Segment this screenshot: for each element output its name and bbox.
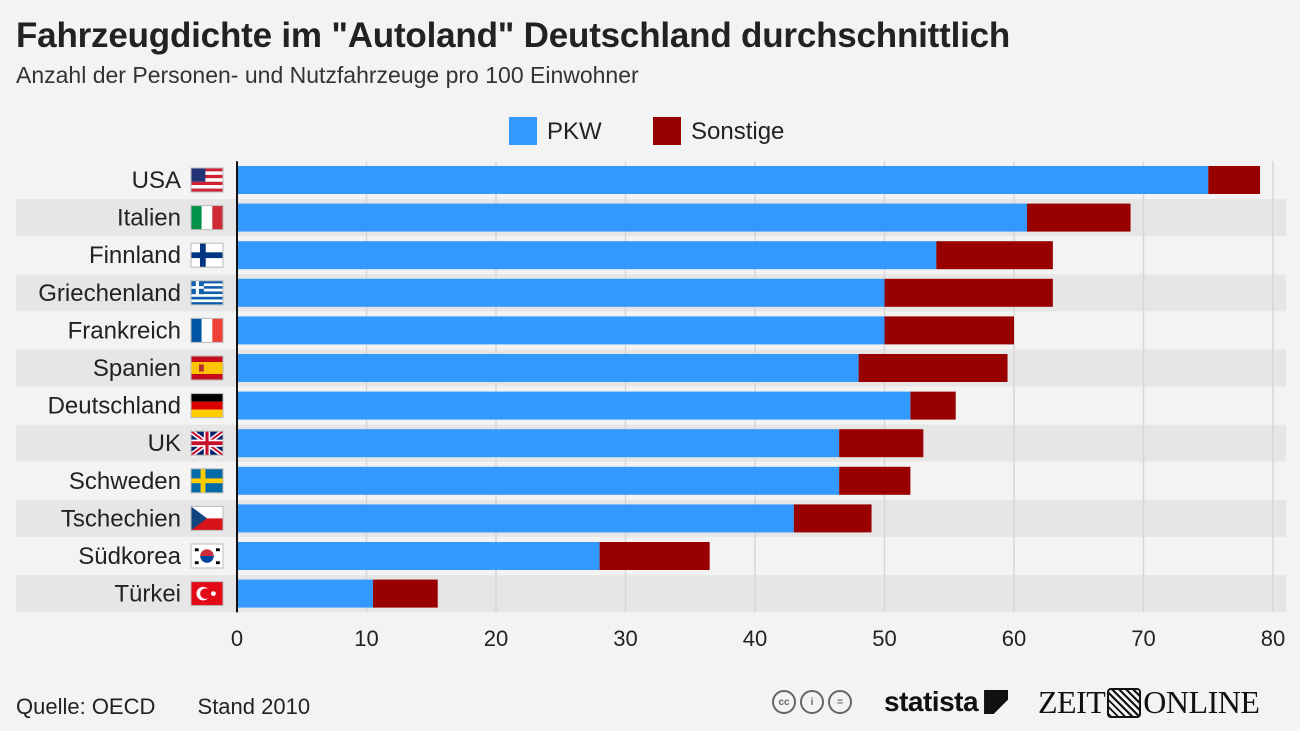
category-label: Tschechien (61, 505, 181, 532)
flag-us-icon (190, 167, 224, 193)
bar-pkw (237, 504, 794, 533)
legend-label-pkw: PKW (547, 118, 602, 145)
flag-se-icon (190, 468, 224, 494)
flag-cz-icon (190, 505, 224, 531)
bar-sonstige (910, 391, 956, 420)
bar-chart: 0 10 20 30 40 50 60 70 80 PKW Sonstige USA Italien Fi… (16, 117, 1286, 651)
bar-sonstige (793, 504, 872, 533)
category-label: Griechenland (38, 280, 181, 307)
category-label: Italien (117, 205, 181, 232)
bar-sonstige (1208, 166, 1261, 194)
bar-sonstige (884, 278, 1053, 307)
x-tick-label: 40 (743, 626, 767, 651)
by-icon[interactable]: i (800, 690, 824, 714)
zeit-online-logo[interactable]: ZEIT ONLINE (1038, 684, 1260, 721)
flag-tr-icon (190, 581, 224, 607)
flag-gr-icon (190, 280, 224, 306)
flag-de-icon (190, 393, 224, 419)
bar-sonstige (372, 579, 438, 608)
flag-gb-icon (189, 429, 225, 458)
statista-wordmark: statista (884, 686, 979, 717)
x-tick-label: 20 (484, 626, 508, 651)
bar-sonstige (1026, 203, 1131, 232)
bar-pkw (237, 166, 1209, 194)
category-label: USA (132, 167, 181, 194)
flag-fr-icon (190, 317, 224, 343)
bar-sonstige (599, 542, 710, 570)
category-label: Türkei (114, 581, 181, 608)
category-label: Schweden (69, 468, 181, 495)
bar-sonstige (936, 241, 1053, 270)
category-label: Finnland (89, 242, 181, 269)
legend: PKW Sonstige (509, 117, 784, 145)
footer-source: Quelle: OECD Stand 2010 (16, 694, 346, 720)
flag-es-icon (190, 355, 224, 381)
row-band (16, 575, 1286, 613)
category-label: Südkorea (78, 543, 181, 570)
category-label: Deutschland (48, 393, 181, 420)
x-tick-label: 80 (1261, 626, 1285, 651)
bar-sonstige (858, 354, 1008, 382)
zeit-seal-icon (1107, 687, 1142, 718)
flag-it-icon (190, 205, 224, 231)
flag-fi-icon (190, 242, 224, 268)
bar-pkw (237, 278, 885, 307)
statista-logo[interactable]: statista (884, 686, 1009, 718)
legend-swatch-pkw (509, 117, 537, 145)
nd-icon[interactable]: = (828, 690, 852, 714)
bar-pkw (237, 241, 937, 270)
category-label: UK (148, 430, 181, 457)
date-label: Stand 2010 (197, 694, 311, 719)
bar-pkw (237, 354, 859, 382)
online-wordmark: ONLINE (1143, 684, 1260, 720)
bar-sonstige (884, 316, 1014, 345)
category-label: Spanien (93, 355, 181, 382)
x-tick-label: 70 (1131, 626, 1155, 651)
x-tick-label: 50 (872, 626, 896, 651)
legend-swatch-sonstige (653, 117, 681, 145)
statista-mark-icon (984, 690, 1009, 714)
flag-kr-icon (190, 543, 224, 569)
zeit-wordmark: ZEIT (1038, 684, 1106, 720)
bar-pkw (237, 579, 373, 608)
category-label: Frankreich (68, 317, 181, 344)
chart-title: Fahrzeugdichte im "Autoland" Deutschland… (16, 16, 1011, 55)
bar-pkw (237, 203, 1027, 232)
x-tick-label: 10 (354, 626, 378, 651)
bar-sonstige (839, 466, 911, 495)
legend-label-sonstige: Sonstige (691, 118, 784, 145)
bar-pkw (237, 542, 600, 570)
bar-pkw (237, 316, 885, 345)
bar-pkw (237, 429, 840, 458)
chart-subtitle: Anzahl der Personen- und Nutzfahrzeuge p… (16, 62, 639, 88)
bar-sonstige (839, 429, 924, 458)
x-tick-label: 60 (1002, 626, 1026, 651)
x-tick-label: 0 (231, 626, 243, 651)
cc-icon[interactable]: cc (772, 690, 796, 714)
bar-pkw (237, 466, 840, 495)
bar-pkw (237, 391, 911, 420)
x-tick-label: 30 (613, 626, 637, 651)
license-icons[interactable]: cc i = (772, 690, 852, 714)
source-label: Quelle: OECD (16, 694, 156, 719)
